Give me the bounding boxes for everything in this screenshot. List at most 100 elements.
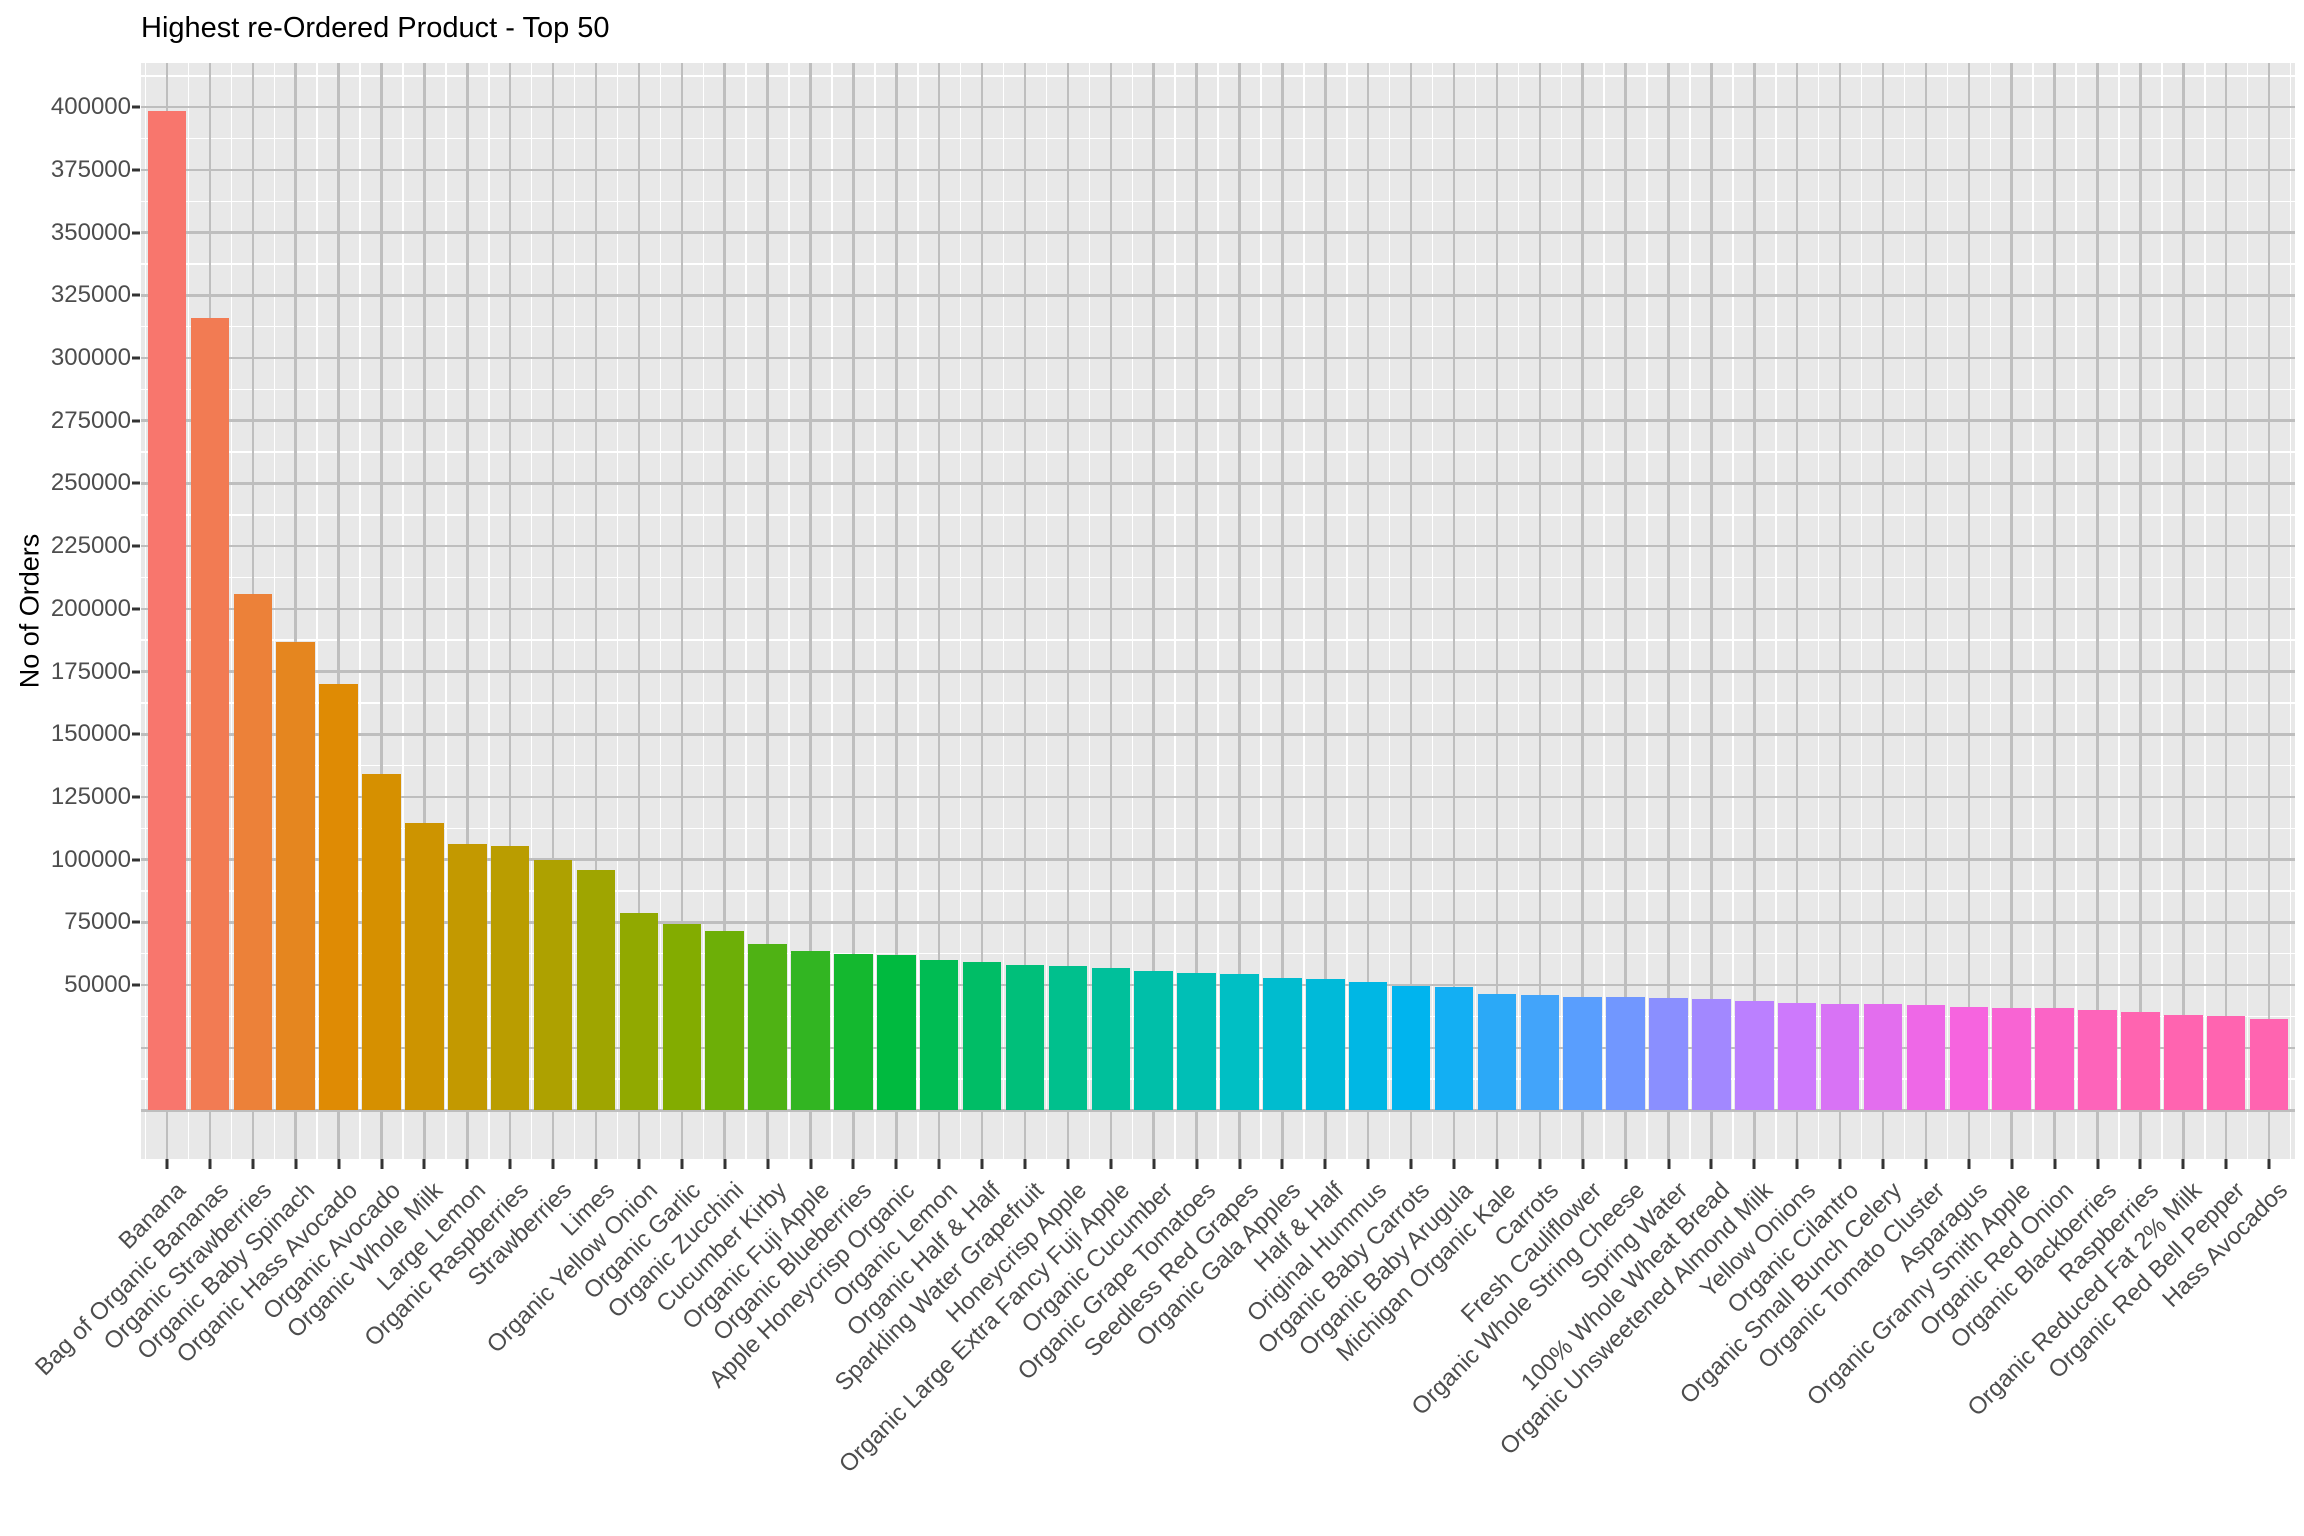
gridline-minor-vertical <box>1732 63 1734 1159</box>
y-tick-label: 350000 <box>50 218 131 246</box>
x-axis-tick <box>1924 1159 1928 1169</box>
x-axis-tick <box>465 1159 469 1169</box>
bar <box>1735 1000 1774 1111</box>
gridline-minor-vertical <box>1689 63 1691 1159</box>
gridline-major-vertical <box>2182 63 2185 1159</box>
gridline-major-horizontal <box>141 795 2295 799</box>
gridline-major-vertical <box>1795 63 1799 1159</box>
y-axis-tick <box>132 481 140 485</box>
gridline-minor-vertical <box>1088 63 1091 1159</box>
gridline-minor-vertical <box>1474 63 1477 1159</box>
x-axis-tick <box>2181 1159 2185 1169</box>
gridline-major-vertical <box>1281 63 1284 1159</box>
x-axis-tick <box>809 1159 812 1169</box>
gridline-minor-vertical <box>1346 63 1348 1159</box>
bar <box>2035 1008 2074 1111</box>
gridline-minor-vertical <box>2118 63 2120 1159</box>
gridline-minor-vertical <box>788 63 790 1159</box>
y-axis-tick <box>132 419 140 423</box>
gridline-minor-vertical <box>1217 63 1219 1159</box>
y-axis-tick <box>132 168 140 172</box>
gridline-minor-vertical <box>273 63 275 1159</box>
bar <box>1649 997 1688 1111</box>
gridline-major-vertical <box>1838 63 1842 1159</box>
gridline-minor-vertical <box>2204 63 2206 1159</box>
gridline-minor-vertical <box>2032 63 2034 1159</box>
y-axis-tick <box>132 105 140 109</box>
bar <box>748 943 787 1111</box>
gridline-major-vertical <box>1409 63 1413 1159</box>
gridline-major-vertical <box>1967 63 1971 1159</box>
gridline-minor-vertical <box>488 63 490 1159</box>
x-axis-tick <box>1624 1159 1628 1169</box>
gridline-major-horizontal <box>141 356 2295 360</box>
gridline-minor-vertical <box>874 63 876 1159</box>
gridline-minor-vertical <box>530 63 533 1159</box>
gridline-major-horizontal <box>141 419 2295 422</box>
gridline-major-horizontal <box>141 733 2295 736</box>
bar <box>791 950 830 1111</box>
y-axis-tick <box>132 356 140 360</box>
bar <box>2164 1015 2203 1111</box>
x-axis-tick <box>1409 1159 1413 1169</box>
bar <box>490 846 530 1111</box>
y-tick-label: 125000 <box>50 782 131 810</box>
x-axis-tick <box>1495 1159 1499 1169</box>
x-axis-tick <box>1323 1159 1327 1169</box>
x-axis-tick <box>251 1159 255 1169</box>
x-axis-tick <box>422 1159 426 1169</box>
x-axis-tick <box>937 1159 941 1169</box>
bar <box>1777 1002 1817 1111</box>
gridline-major-vertical <box>508 63 512 1159</box>
x-axis-tick <box>637 1159 641 1169</box>
bar <box>1692 998 1731 1111</box>
gridline-minor-vertical <box>445 63 447 1159</box>
gridline-major-vertical <box>2224 63 2228 1159</box>
gridline-major-vertical <box>2053 63 2056 1159</box>
gridline-major-vertical <box>980 63 984 1159</box>
x-axis-tick <box>1795 1159 1799 1169</box>
y-tick-label: 275000 <box>50 406 131 434</box>
x-axis-tick <box>1967 1159 1971 1169</box>
gridline-major-vertical <box>2096 63 2099 1159</box>
gridline-minor-vertical <box>1646 63 1648 1159</box>
x-axis-tick <box>680 1159 684 1169</box>
gridline-major-vertical <box>1195 63 1198 1159</box>
gridline-minor-vertical <box>702 63 704 1159</box>
gridline-minor-vertical <box>1817 63 1820 1159</box>
gridline-minor-vertical <box>573 63 576 1159</box>
gridline-minor-vertical <box>316 63 318 1159</box>
bar <box>919 959 959 1111</box>
gridline-major-vertical <box>852 63 855 1159</box>
y-tick-label: 75000 <box>64 908 131 936</box>
gridline-major-horizontal <box>141 607 2295 611</box>
gridline-minor-vertical <box>230 63 233 1159</box>
gridline-major-vertical <box>380 63 383 1159</box>
gridline-major-vertical <box>1624 63 1627 1159</box>
gridline-major-vertical <box>766 63 769 1159</box>
bar <box>1606 997 1645 1111</box>
x-axis-tick <box>208 1159 212 1169</box>
bar <box>276 641 315 1111</box>
y-tick-label: 300000 <box>50 344 131 372</box>
gridline-major-vertical <box>680 63 684 1159</box>
gridline-major-vertical <box>294 63 297 1159</box>
gridline-minor-vertical <box>1002 63 1005 1159</box>
y-axis-tick <box>132 544 140 548</box>
bar <box>147 110 187 1111</box>
x-axis-tick <box>2224 1159 2228 1169</box>
gridline-major-horizontal <box>141 921 2295 924</box>
gridline-minor-vertical <box>1946 63 1949 1159</box>
y-tick-label: 175000 <box>50 657 131 685</box>
bar <box>1477 994 1517 1111</box>
bar <box>1820 1003 1860 1111</box>
gridline-major-vertical <box>1495 63 1499 1159</box>
gridline-major-vertical <box>337 63 340 1159</box>
x-axis-tick <box>508 1159 512 1169</box>
gridline-minor-vertical <box>831 63 833 1159</box>
x-axis-tick <box>1366 1159 1370 1169</box>
y-tick-label: 400000 <box>50 93 131 121</box>
bar <box>1348 981 1388 1111</box>
gridline-minor-vertical <box>1517 63 1520 1159</box>
